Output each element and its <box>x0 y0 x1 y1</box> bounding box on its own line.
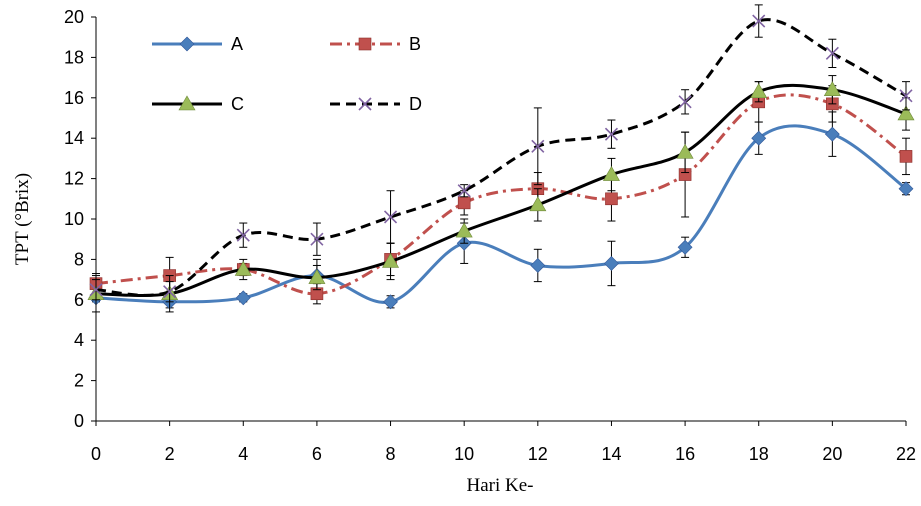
data-point-d <box>310 232 324 246</box>
data-point-a <box>751 130 767 146</box>
legend-item-a: A <box>152 34 243 54</box>
data-point-d <box>89 283 103 297</box>
x-tick-label: 6 <box>312 444 322 464</box>
y-tick-label: 12 <box>64 169 84 189</box>
legend-label-b: B <box>409 34 421 54</box>
series-d <box>89 4 913 303</box>
legend-marker-a <box>179 36 195 52</box>
data-point-c <box>455 222 473 238</box>
data-point-c <box>308 268 326 284</box>
data-point-c <box>529 196 547 212</box>
y-tick-label: 14 <box>64 128 84 148</box>
data-point-a <box>235 290 251 306</box>
y-tick-label: 20 <box>64 7 84 27</box>
data-point-c <box>234 260 252 276</box>
legend-marker-b <box>358 37 372 51</box>
data-point-a <box>604 256 619 271</box>
data-point-a <box>898 181 914 197</box>
data-point-d <box>236 228 250 242</box>
data-point-c <box>823 81 841 97</box>
data-point-c <box>676 143 694 159</box>
series-b <box>89 81 913 305</box>
legend-label-a: A <box>231 34 243 54</box>
legend-label-c: C <box>231 94 244 114</box>
data-point-a <box>383 294 398 310</box>
y-tick-label: 16 <box>64 88 84 108</box>
x-tick-label: 8 <box>386 444 396 464</box>
data-point-d <box>457 184 471 198</box>
series-line-b <box>95 93 907 296</box>
data-point-b <box>457 196 471 210</box>
y-tick-label: 2 <box>74 371 84 391</box>
data-point-a <box>677 239 693 255</box>
data-point-d <box>899 89 913 103</box>
y-tick-label: 4 <box>74 330 84 350</box>
data-point-a <box>530 258 546 273</box>
x-tick-label: 0 <box>91 444 101 464</box>
series-line-d <box>95 18 907 297</box>
x-tick-label: 10 <box>454 444 474 464</box>
x-axis-ticks: 0 2 4 6 8 10 12 14 16 18 20 22 <box>91 421 916 464</box>
x-tick-label: 4 <box>238 444 248 464</box>
data-point-b <box>605 192 618 206</box>
x-tick-label: 22 <box>896 444 916 464</box>
x-tick-label: 18 <box>749 444 769 464</box>
x-tick-label: 2 <box>165 444 175 464</box>
x-tick-label: 14 <box>601 444 621 464</box>
data-point-b <box>899 150 913 163</box>
data-point-d <box>604 127 619 141</box>
data-point-c <box>750 83 768 99</box>
legend-item-d: D <box>330 94 422 114</box>
legend-item-b: B <box>330 34 421 54</box>
series-line-c <box>95 83 907 298</box>
y-tick-label: 10 <box>64 209 84 229</box>
series-c <box>87 75 915 313</box>
y-tick-label: 0 <box>74 411 84 431</box>
y-axis-ticks: 0 2 4 6 8 10 12 14 16 18 20 <box>64 7 96 431</box>
data-point-d <box>531 139 545 153</box>
y-axis-title: TPT (°Brix) <box>12 173 33 265</box>
y-tick-label: 8 <box>74 249 84 269</box>
series-layer <box>87 4 915 313</box>
legend-marker-c <box>178 95 196 111</box>
data-point-d <box>163 285 177 299</box>
legend-label-d: D <box>409 94 422 114</box>
data-point-c <box>897 105 915 121</box>
legend-marker-d <box>358 97 372 111</box>
y-tick-label: 6 <box>74 290 84 310</box>
data-point-d <box>752 14 766 28</box>
data-point-d <box>678 95 692 109</box>
data-point-c <box>382 252 400 268</box>
x-axis-title: Hari Ke- <box>467 475 534 496</box>
x-tick-label: 12 <box>528 444 548 464</box>
chart-legend: A B C D <box>152 34 422 114</box>
data-point-c <box>602 165 620 181</box>
x-tick-label: 16 <box>675 444 695 464</box>
x-tick-label: 20 <box>822 444 842 464</box>
data-point-d <box>825 46 839 60</box>
y-tick-label: 18 <box>64 47 84 67</box>
data-point-a <box>824 126 840 142</box>
legend-item-c: C <box>152 94 244 114</box>
data-point-d <box>383 210 398 224</box>
